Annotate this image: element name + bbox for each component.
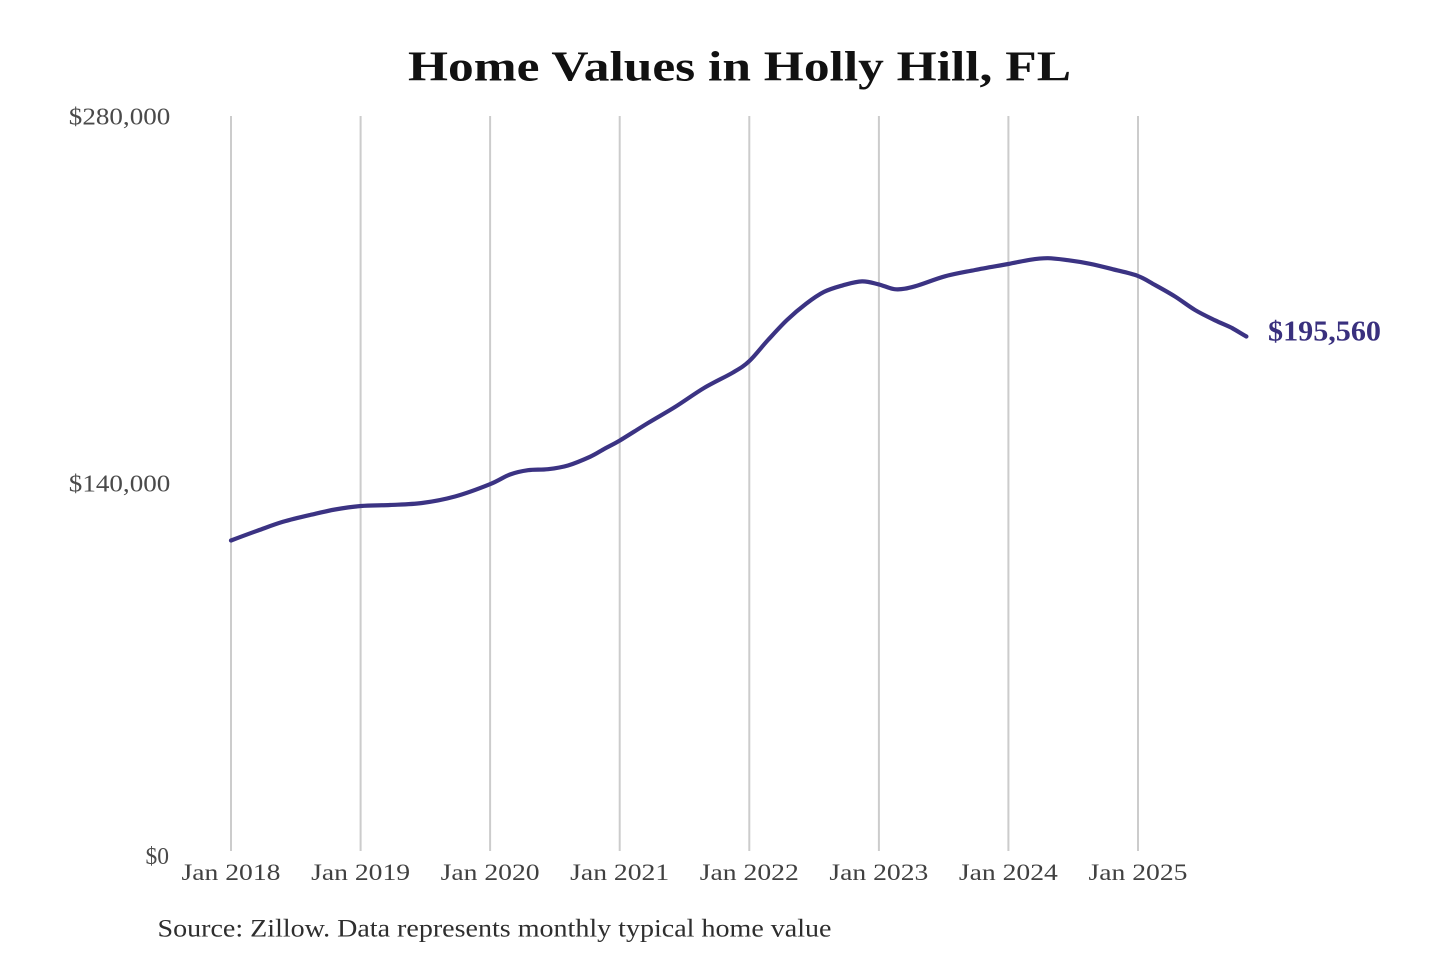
svg-text:$195,560: $195,560 [1268,317,1381,348]
svg-text:Jan 2025: Jan 2025 [1089,860,1188,885]
svg-text:$280,000: $280,000 [69,105,171,131]
svg-text:Jan 2022: Jan 2022 [700,860,799,885]
svg-text:Jan 2023: Jan 2023 [829,860,928,885]
svg-text:$140,000: $140,000 [69,472,171,498]
svg-text:Home Values in Holly Hill, FL: Home Values in Holly Hill, FL [408,45,1071,91]
svg-text:Jan 2024: Jan 2024 [959,860,1059,885]
svg-text:$0: $0 [146,844,170,870]
svg-text:Jan 2021: Jan 2021 [570,860,669,885]
svg-text:Jan 2018: Jan 2018 [182,860,281,885]
svg-text:Jan 2020: Jan 2020 [441,860,540,885]
svg-text:Jan 2019: Jan 2019 [311,860,410,885]
svg-text:Source: Zillow. Data represent: Source: Zillow. Data represents monthly … [158,916,832,943]
